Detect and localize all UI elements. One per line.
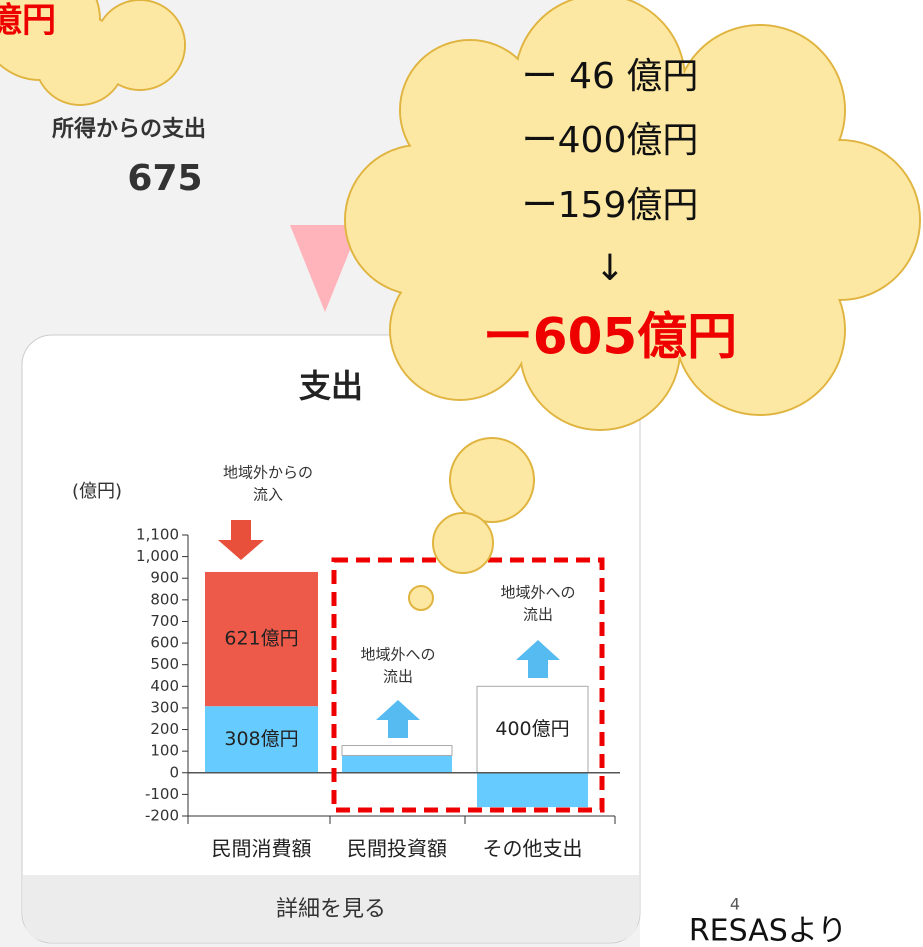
flow-triangle [290, 225, 360, 312]
unit-label: (億円) [72, 481, 122, 502]
bar-segment [205, 706, 318, 773]
value-label: 308億円 [224, 728, 298, 750]
cloud-line: ー 46 億円 [522, 56, 699, 97]
cloud-line: ー400億円 [522, 120, 699, 161]
cloud-line: ↓ [595, 248, 625, 289]
y-tick-label: 500 [150, 655, 179, 673]
bar-segment [341, 745, 453, 756]
cloud-total: ー605億円 [483, 308, 737, 366]
x-tick-label: 民間投資額 [347, 837, 447, 861]
annotation: 地域外からの [223, 464, 313, 482]
y-tick-label: 1,100 [136, 526, 179, 544]
arrow-up [516, 640, 560, 678]
y-tick-label: 900 [150, 569, 179, 587]
arrow-up [376, 700, 420, 738]
bar-segment [205, 571, 318, 707]
annotation: 流出 [523, 606, 553, 624]
annotation: 流入 [253, 486, 283, 504]
big-cloud [344, 0, 921, 431]
y-tick-label: -200 [145, 807, 179, 825]
footer-text: 詳細を見る [276, 897, 386, 922]
value-label: 621億円 [224, 628, 298, 650]
y-tick-label: 1,000 [136, 547, 179, 565]
chart-area: -200 -100 0 100 200 300 400 500 600 700 800 900 1,00… [136, 526, 620, 861]
thought-bubbles [408, 437, 535, 611]
cloud-line: ー159億円 [522, 185, 699, 226]
x-tick-label: 民間消費額 [212, 837, 312, 861]
y-tick-label: 100 [150, 742, 179, 760]
y-tick-label: 200 [150, 720, 179, 738]
income-value: 675 [127, 158, 202, 199]
x-tick-label: その他支出 [483, 837, 583, 861]
corner-cloud [0, 0, 186, 106]
corner-text: 億円 [0, 1, 56, 41]
bar-segment [476, 685, 589, 774]
annotation: 地域外への [500, 584, 575, 602]
annotation: 流出 [383, 668, 413, 686]
bar-segment [342, 755, 452, 773]
y-tick-label: -100 [145, 785, 179, 803]
y-tick-label: 800 [150, 590, 179, 608]
bar-segment [477, 772, 588, 808]
value-label: 400億円 [495, 718, 569, 740]
y-tick-label: 300 [150, 698, 179, 716]
y-tick-label: 0 [169, 763, 179, 781]
arrow-down [218, 520, 264, 560]
y-tick-label: 600 [150, 634, 179, 652]
source: RESASより [689, 914, 847, 947]
page-number: 4 [730, 895, 740, 914]
card-footer [23, 875, 639, 942]
income-label: 所得からの支出 [52, 116, 206, 142]
y-tick-label: 700 [150, 612, 179, 630]
annotation: 地域外への [360, 646, 435, 664]
y-tick-label: 400 [150, 677, 179, 695]
card-title: 支出 [299, 367, 363, 405]
